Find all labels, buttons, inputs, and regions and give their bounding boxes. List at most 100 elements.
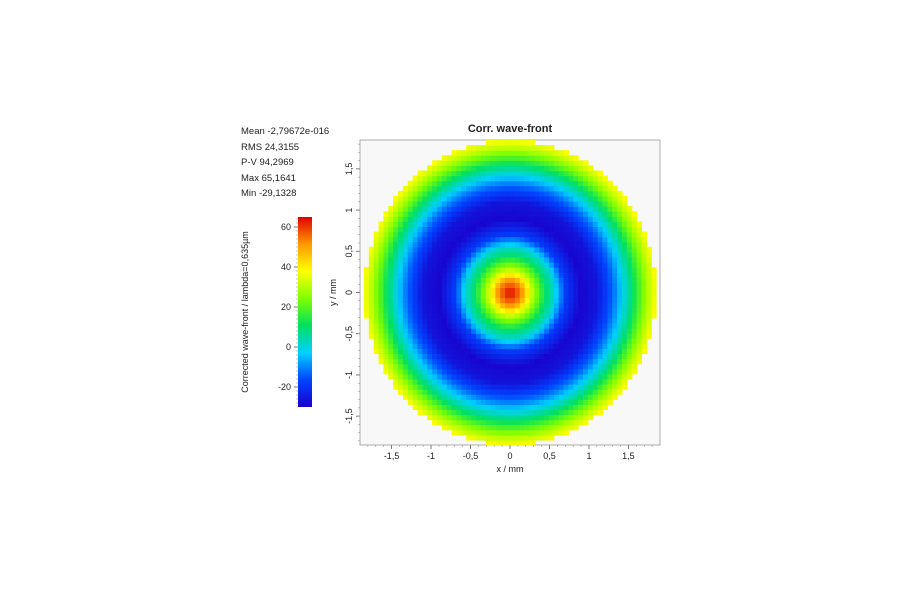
heatmap-cell: [475, 150, 482, 156]
heatmap-cell: [626, 287, 633, 294]
heatmap-cell: [505, 409, 511, 416]
heatmap-cell: [383, 231, 389, 238]
heatmap-cell: [505, 201, 511, 207]
heatmap-cell: [427, 287, 433, 294]
heatmap-cell: [602, 389, 608, 395]
heatmap-cell: [548, 297, 555, 304]
heatmap-cell: [519, 348, 526, 355]
heatmap-cell: [393, 343, 399, 350]
heatmap-cell: [587, 353, 594, 360]
heatmap-cell: [553, 348, 560, 355]
heatmap-cell: [641, 256, 647, 263]
heatmap-cell: [578, 170, 584, 177]
heatmap-cell: [456, 424, 462, 431]
heatmap-cell: [529, 358, 535, 365]
heatmap-cell: [592, 404, 599, 411]
heatmap-cell: [568, 256, 574, 263]
heatmap-cell: [378, 272, 385, 278]
heatmap-cell: [422, 241, 428, 248]
heatmap-cell: [514, 409, 521, 416]
heatmap-cell: [583, 317, 589, 324]
heatmap-cell: [548, 282, 555, 289]
heatmap-cell: [602, 343, 608, 350]
heatmap-cell: [524, 394, 531, 400]
heatmap-cell: [500, 236, 506, 243]
heatmap-cell: [529, 226, 535, 233]
heatmap-cell: [529, 155, 535, 161]
heatmap-cell: [626, 363, 633, 370]
heatmap-cell: [398, 287, 404, 294]
heatmap-cell: [573, 353, 579, 360]
heatmap-cell: [422, 292, 428, 299]
heatmap-cell: [519, 180, 526, 187]
heatmap-cell: [417, 338, 423, 344]
heatmap-cell: [568, 368, 574, 375]
heatmap-cell: [636, 221, 643, 228]
heatmap-cell: [505, 333, 511, 339]
heatmap-cell: [461, 155, 467, 161]
heatmap-cell: [597, 221, 604, 228]
heatmap-cell: [651, 292, 657, 299]
heatmap-cell: [612, 333, 618, 339]
heatmap-cell: [514, 429, 521, 436]
heatmap-cell: [646, 328, 652, 334]
heatmap-cell: [510, 160, 516, 167]
heatmap-cell: [388, 262, 394, 268]
heatmap-cell: [617, 201, 623, 207]
heatmap-cell: [636, 343, 643, 350]
heatmap-cell: [573, 221, 579, 228]
heatmap-cell: [602, 368, 608, 375]
heatmap-cell: [471, 434, 477, 441]
heatmap-cell: [568, 378, 574, 385]
heatmap-cell: [495, 195, 501, 202]
heatmap-cell: [441, 206, 448, 212]
heatmap-cell: [505, 145, 511, 151]
heatmap-cell: [558, 424, 565, 431]
heatmap-cell: [544, 348, 550, 355]
heatmap-cell: [539, 343, 545, 350]
heatmap-cell: [510, 297, 516, 304]
heatmap-cell: [475, 394, 482, 400]
heatmap-cell: [519, 185, 526, 192]
heatmap-cell: [510, 185, 516, 192]
heatmap-cell: [495, 328, 501, 334]
heatmap-cell: [597, 409, 604, 416]
heatmap-cell: [451, 272, 458, 278]
heatmap-cell: [548, 333, 555, 339]
heatmap-cell: [607, 312, 613, 319]
heatmap-cell: [398, 206, 404, 212]
heatmap-cell: [461, 323, 467, 329]
heatmap-cell: [636, 338, 643, 344]
heatmap-cell: [417, 175, 423, 182]
heatmap-cell: [514, 419, 521, 426]
heatmap-cell: [461, 317, 467, 324]
heatmap-cell: [461, 328, 467, 334]
heatmap-cell: [490, 277, 496, 283]
heatmap-cell: [568, 328, 574, 334]
heatmap-cell: [563, 190, 570, 197]
heatmap-cell: [388, 272, 394, 278]
heatmap-cell: [451, 201, 458, 207]
heatmap-cell: [505, 363, 511, 370]
heatmap-cell: [432, 399, 438, 405]
heatmap-cell: [519, 363, 526, 370]
heatmap-cell: [592, 363, 599, 370]
heatmap-cell: [529, 328, 535, 334]
heatmap-cell: [597, 323, 604, 329]
heatmap-cell: [602, 338, 608, 344]
heatmap-cell: [480, 251, 487, 258]
heatmap-cell: [592, 246, 599, 253]
heatmap-cell: [422, 251, 428, 258]
heatmap-cell: [524, 323, 531, 329]
heatmap-cell: [544, 216, 550, 222]
heatmap-cell: [432, 185, 438, 192]
heatmap-cell: [612, 190, 618, 197]
heatmap-cell: [378, 307, 385, 314]
heatmap-cell: [393, 287, 399, 294]
heatmap-cell: [500, 190, 506, 197]
heatmap-cell: [402, 190, 409, 197]
heatmap-cell: [563, 348, 570, 355]
heatmap-cell: [427, 236, 433, 243]
heatmap-cell: [466, 246, 472, 253]
